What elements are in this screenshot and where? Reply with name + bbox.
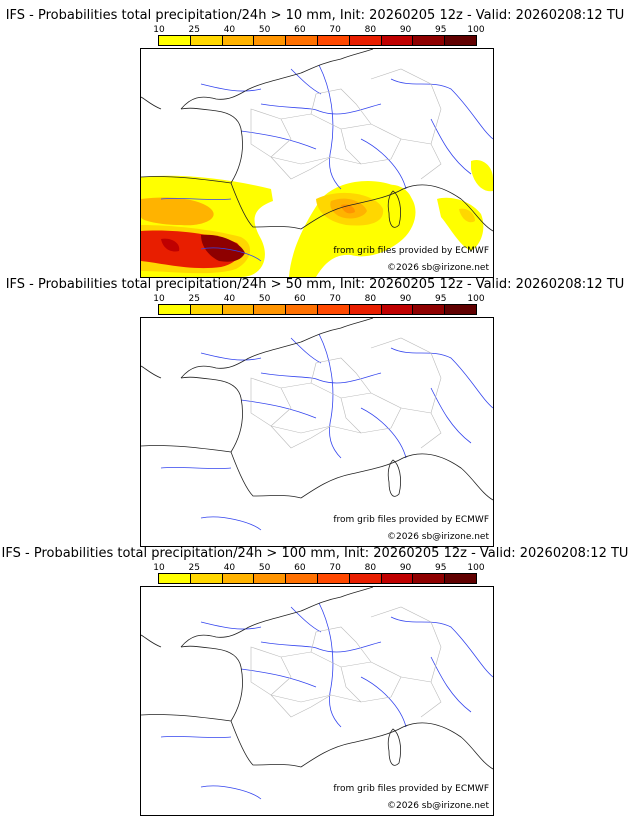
colorbar-tick-label: 40 — [223, 25, 236, 35]
colorbar-tick-label: 60 — [294, 563, 306, 573]
credit-source: from grib files provided by ECMWF — [333, 246, 489, 256]
colorbar-tick-label: 100 — [467, 563, 485, 573]
credit-source: from grib files provided by ECMWF — [333, 515, 489, 525]
colorbar-swatch — [159, 36, 191, 45]
colorbar-swatch — [381, 36, 414, 45]
colorbar — [158, 573, 477, 584]
colorbar-tick-label: 25 — [188, 563, 200, 573]
colorbar-swatch — [222, 36, 255, 45]
colorbar-ticks: 10 25 40 50 60 70 80 90 95 100 — [153, 563, 484, 573]
colorbar-swatch — [349, 574, 382, 583]
colorbar-tick-label: 70 — [329, 294, 341, 304]
map-10mm: from grib files provided by ECMWF ©2026 … — [140, 48, 494, 278]
colorbar-tick-label: 80 — [364, 25, 377, 35]
colorbar-tick-label: 100 — [467, 294, 485, 304]
colorbar-tick-label: 60 — [294, 294, 306, 304]
colorbar-tick-label: 80 — [364, 294, 377, 304]
borders — [250, 68, 442, 180]
colorbar-ticks: 10 25 40 50 60 70 80 90 95 100 — [153, 294, 484, 304]
colorbar-swatch — [286, 574, 318, 583]
colorbar-swatch — [349, 305, 382, 314]
colorbar-tick-label: 10 — [153, 25, 165, 35]
colorbar-tick-label: 40 — [223, 563, 236, 573]
colorbar-swatch — [317, 36, 350, 45]
colorbar-swatch — [445, 574, 476, 583]
colorbar-swatch — [159, 305, 191, 314]
colorbar-swatch — [190, 574, 223, 583]
colorbar-tick-label: 50 — [258, 294, 271, 304]
map-50mm: from grib files provided by ECMWF ©2026 … — [140, 317, 494, 547]
colorbar — [158, 35, 477, 46]
panel-10mm: IFS - Probabilities total precipitation/… — [0, 8, 630, 278]
map-svg — [141, 318, 493, 531]
colorbar-swatch — [254, 574, 287, 583]
colorbar-swatch — [159, 574, 191, 583]
colorbar-tick-label: 25 — [188, 25, 200, 35]
colorbar-tick-label: 10 — [153, 294, 165, 304]
panel-title: IFS - Probabilities total precipitation/… — [1, 546, 629, 561]
colorbar-swatch — [190, 305, 223, 314]
colorbar-tick-label: 95 — [435, 294, 447, 304]
colorbar-tick-label: 10 — [153, 563, 165, 573]
colorbar-swatch — [317, 305, 350, 314]
colorbar-swatch — [190, 36, 223, 45]
colorbar-tick-label: 50 — [258, 25, 271, 35]
borders — [250, 606, 442, 718]
credit-copyright: ©2026 sb@irizone.net — [387, 263, 489, 273]
colorbar-swatch — [254, 305, 287, 314]
credit-source: from grib files provided by ECMWF — [333, 784, 489, 794]
panel-title: IFS - Probabilities total precipitation/… — [5, 8, 625, 23]
colorbar-swatch — [286, 36, 318, 45]
colorbar-swatch — [317, 574, 350, 583]
coastlines — [141, 587, 493, 770]
panel-title: IFS - Probabilities total precipitation/… — [5, 277, 625, 292]
map-100mm: from grib files provided by ECMWF ©2026 … — [140, 586, 494, 816]
colorbar-swatch — [381, 574, 414, 583]
panel-100mm: IFS - Probabilities total precipitation/… — [0, 546, 630, 816]
borders — [250, 337, 442, 449]
colorbar-tick-label: 90 — [399, 563, 412, 573]
colorbar-swatch — [349, 36, 382, 45]
colorbar-tick-label: 100 — [467, 25, 485, 35]
credit-copyright: ©2026 sb@irizone.net — [387, 532, 489, 542]
colorbar — [158, 304, 477, 315]
credit-copyright: ©2026 sb@irizone.net — [387, 801, 489, 811]
colorbar-swatch — [413, 574, 446, 583]
colorbar-swatch — [222, 574, 255, 583]
colorbar-swatch — [445, 36, 476, 45]
colorbar-tick-label: 95 — [435, 25, 447, 35]
colorbar-tick-label: 40 — [223, 294, 236, 304]
colorbar-tick-label: 60 — [294, 25, 306, 35]
rivers — [160, 333, 493, 531]
colorbar-tick-label: 90 — [399, 294, 412, 304]
panel-50mm: IFS - Probabilities total precipitation/… — [0, 277, 630, 547]
colorbar-tick-label: 95 — [435, 563, 447, 573]
colorbar-swatch — [222, 305, 255, 314]
colorbar-tick-label: 70 — [329, 25, 341, 35]
colorbar-swatch — [413, 305, 446, 314]
colorbar-tick-label: 70 — [329, 563, 341, 573]
precip-overlay — [141, 159, 493, 277]
coastlines — [141, 318, 493, 501]
rivers — [160, 602, 493, 800]
map-svg — [141, 587, 493, 800]
colorbar-swatch — [413, 36, 446, 45]
map-svg — [141, 49, 493, 277]
colorbar-ticks: 10 25 40 50 60 70 80 90 95 100 — [153, 25, 484, 35]
colorbar-tick-label: 80 — [364, 563, 377, 573]
coastlines — [141, 49, 493, 232]
colorbar-swatch — [445, 305, 476, 314]
colorbar-tick-label: 50 — [258, 563, 271, 573]
colorbar-swatch — [254, 36, 287, 45]
colorbar-tick-label: 90 — [399, 25, 412, 35]
rivers — [160, 64, 493, 262]
colorbar-tick-label: 25 — [188, 294, 200, 304]
colorbar-swatch — [381, 305, 414, 314]
colorbar-swatch — [286, 305, 318, 314]
